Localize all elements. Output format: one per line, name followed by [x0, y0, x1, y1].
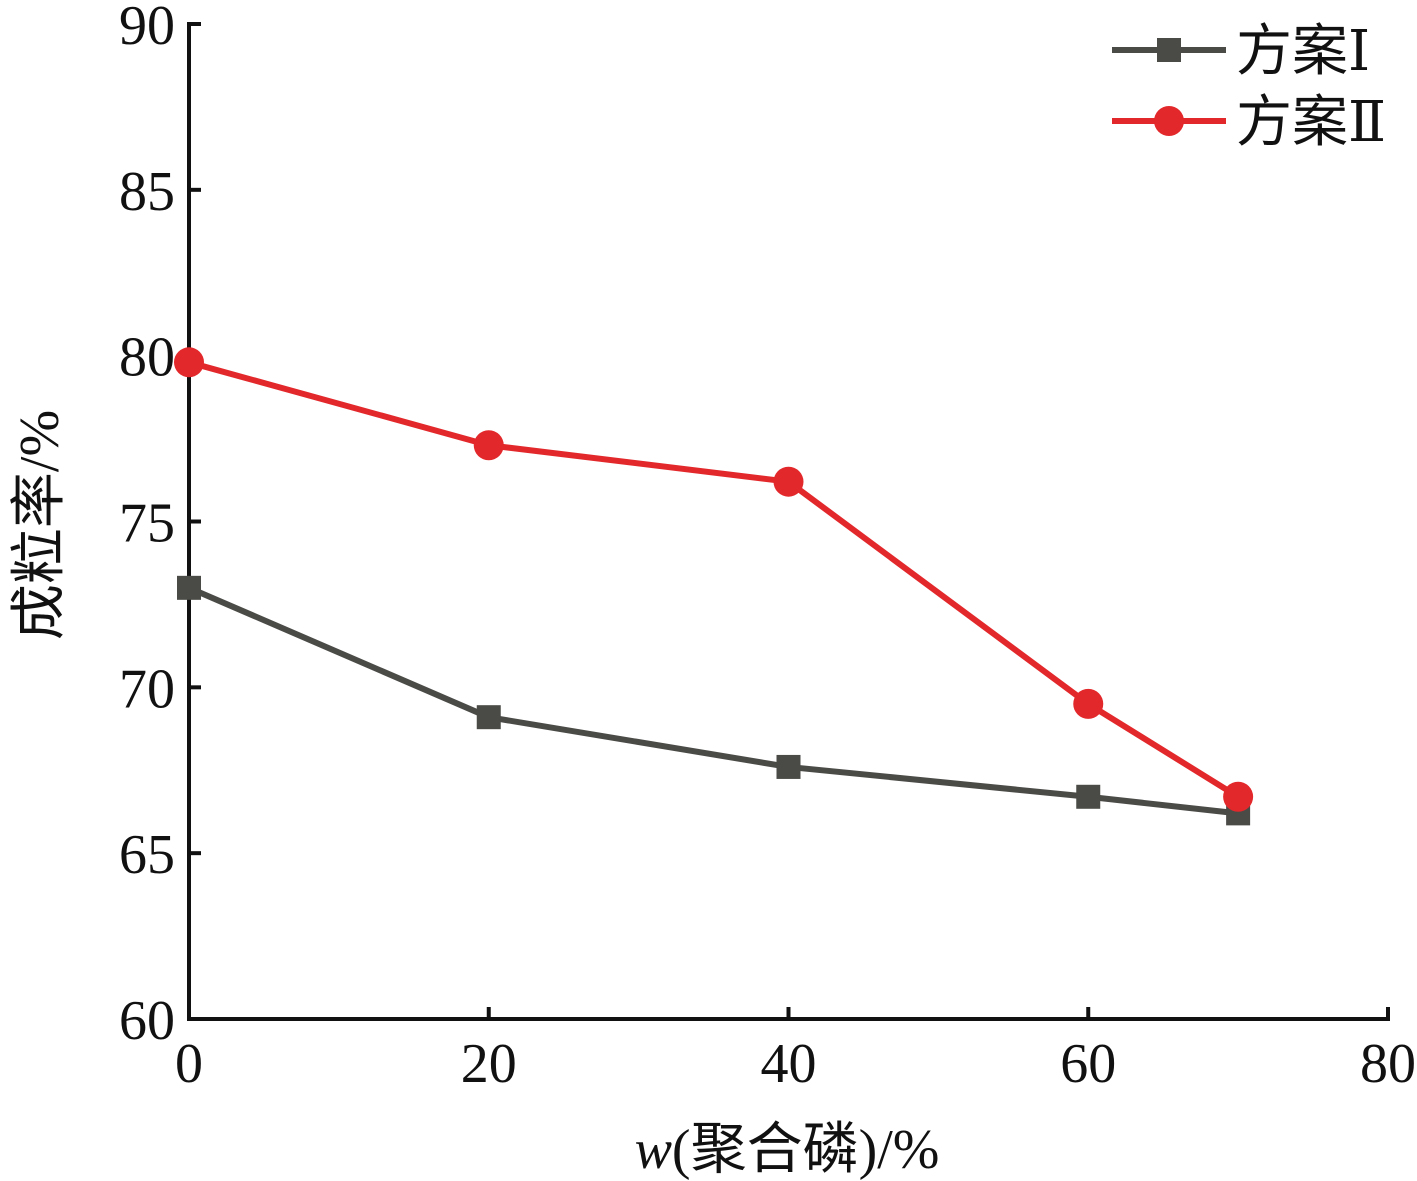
y-axis-title: 成粒率/% — [9, 410, 71, 640]
legend-entry-1: 方案Ⅰ — [1112, 21, 1370, 83]
x-axis-title: w(聚合磷)/% — [635, 1119, 940, 1181]
y-tick-label: 60 — [119, 990, 175, 1052]
x-tick-label: 0 — [175, 1033, 203, 1095]
y-tick-label: 90 — [119, 0, 175, 57]
axes: 60 65 70 75 80 85 90 0 20 40 60 80 — [119, 0, 1416, 1095]
x-tick-label: 20 — [461, 1033, 517, 1095]
y-tick-label: 70 — [119, 658, 175, 720]
y-tick-label: 80 — [119, 327, 175, 389]
data-point — [174, 347, 204, 378]
data-point — [1073, 688, 1104, 719]
x-tick-label: 60 — [1060, 1033, 1116, 1095]
legend-entry-2: 方案Ⅱ — [1112, 92, 1386, 154]
y-tick-label: 65 — [119, 824, 175, 886]
x-tick-label: 40 — [761, 1033, 817, 1095]
data-point — [1076, 784, 1101, 809]
series-layer — [174, 347, 1254, 826]
series-line — [188, 359, 1240, 800]
legend-marker — [1157, 38, 1181, 62]
data-point — [476, 705, 501, 730]
y-tick-label: 75 — [119, 493, 175, 555]
series-1 — [177, 575, 1251, 826]
data-point — [776, 754, 801, 779]
x-tick-label: 80 — [1360, 1033, 1416, 1095]
y-tick-label: 85 — [119, 161, 175, 223]
data-point — [773, 466, 804, 497]
data-point — [1223, 781, 1254, 812]
data-point — [473, 430, 504, 461]
legend-marker — [1154, 106, 1184, 136]
legend-label: 方案Ⅰ — [1236, 21, 1370, 83]
legend: 方案Ⅰ 方案Ⅱ — [1112, 21, 1386, 154]
series-2 — [174, 347, 1254, 812]
data-point — [177, 575, 201, 600]
x-axis-title-variable: w — [635, 1119, 672, 1181]
x-axis-title-rest: (聚合磷)/% — [672, 1119, 940, 1181]
legend-label: 方案Ⅱ — [1236, 92, 1386, 154]
